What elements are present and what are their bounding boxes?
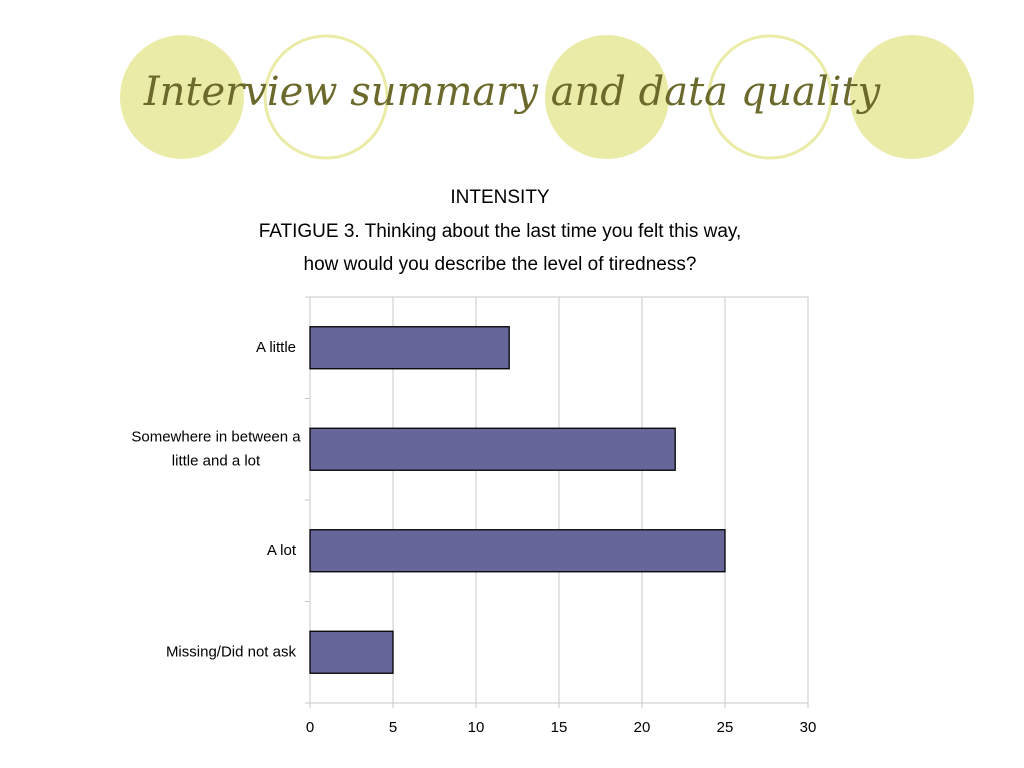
y-tick-label: A little xyxy=(256,339,296,356)
y-tick-label: A lot xyxy=(267,542,297,559)
circle xyxy=(545,35,669,159)
chart-subtitle: FATIGUE 3. Thinking about the last time … xyxy=(259,221,742,242)
bar xyxy=(309,427,676,471)
x-tick-label: 30 xyxy=(800,719,817,736)
slide-title: Interview summary and data quality xyxy=(143,69,882,115)
x-tick-label: 15 xyxy=(551,719,568,736)
chart-subtitle: how would you describe the level of tire… xyxy=(304,254,697,275)
decoration xyxy=(120,34,974,160)
y-tick-label: Missing/Did not ask xyxy=(166,643,297,660)
chart-title: INTENSITY xyxy=(450,187,550,208)
circle xyxy=(120,35,244,159)
x-tick-label: 0 xyxy=(306,719,314,736)
circle xyxy=(707,34,833,160)
x-tick-label: 25 xyxy=(717,719,734,736)
bar xyxy=(309,630,394,674)
x-tick-label: 20 xyxy=(634,719,651,736)
bar xyxy=(309,326,510,370)
circle xyxy=(850,35,974,159)
x-tick-label: 5 xyxy=(389,719,397,736)
circle xyxy=(263,34,389,160)
x-tick-label: 10 xyxy=(468,719,485,736)
bar xyxy=(309,529,726,573)
y-tick-label: Somewhere in between a little and a lot xyxy=(131,428,301,469)
